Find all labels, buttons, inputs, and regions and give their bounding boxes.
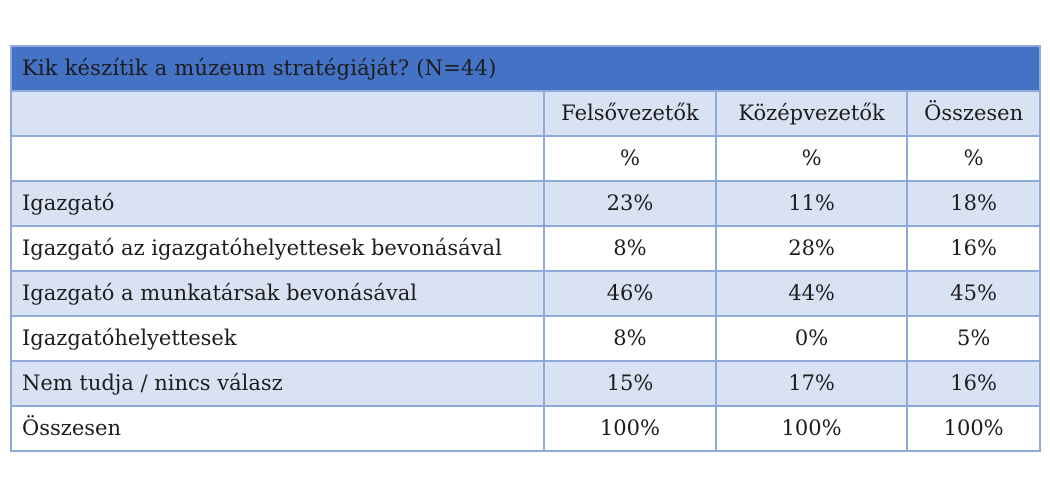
cell-value: 45% bbox=[906, 270, 1041, 317]
cell-value: 8% bbox=[543, 315, 717, 362]
unit-empty-cell bbox=[9, 135, 546, 182]
cell-value: 0% bbox=[714, 315, 909, 362]
survey-results-table: Kik készítik a múzeum stratégiáját? (N=4… bbox=[9, 45, 1041, 452]
cell-value: 100% bbox=[906, 405, 1041, 452]
table-row: Igazgatóhelyettesek 8% 0% 5% bbox=[9, 315, 1041, 362]
cell-value: 16% bbox=[906, 225, 1041, 272]
unit-cell: % bbox=[714, 135, 909, 182]
table-row: Nem tudja / nincs válasz 15% 17% 16% bbox=[9, 360, 1041, 407]
row-label: Igazgató az igazgatóhelyettesek bevonásá… bbox=[9, 225, 546, 272]
cell-value: 18% bbox=[906, 180, 1041, 227]
row-label: Nem tudja / nincs válasz bbox=[9, 360, 546, 407]
cell-value: 5% bbox=[906, 315, 1041, 362]
cell-value: 11% bbox=[714, 180, 909, 227]
column-header-felsovezetok: Felsővezetők bbox=[543, 90, 717, 137]
table-title: Kik készítik a múzeum stratégiáját? (N=4… bbox=[10, 45, 1041, 92]
table-header-row: Felsővezetők Középvezetők Összesen bbox=[9, 90, 1041, 137]
cell-value: 23% bbox=[543, 180, 717, 227]
cell-value: 17% bbox=[714, 360, 909, 407]
column-header-osszesen: Összesen bbox=[906, 90, 1041, 137]
table-row: Összesen 100% 100% 100% bbox=[9, 405, 1041, 452]
row-label: Összesen bbox=[9, 405, 546, 452]
row-label: Igazgató bbox=[9, 180, 546, 227]
cell-value: 8% bbox=[543, 225, 717, 272]
column-header-kozepvezetok: Középvezetők bbox=[714, 90, 909, 137]
table-row: Igazgató 23% 11% 18% bbox=[9, 180, 1041, 227]
table-row: Igazgató a munkatársak bevonásával 46% 4… bbox=[9, 270, 1041, 317]
table-row: Igazgató az igazgatóhelyettesek bevonásá… bbox=[9, 225, 1041, 272]
unit-cell: % bbox=[906, 135, 1041, 182]
cell-value: 100% bbox=[714, 405, 909, 452]
cell-value: 46% bbox=[543, 270, 717, 317]
header-empty-cell bbox=[9, 90, 546, 137]
table-title-row: Kik készítik a múzeum stratégiáját? (N=4… bbox=[10, 45, 1041, 92]
row-label: Igazgató a munkatársak bevonásával bbox=[9, 270, 546, 317]
row-label: Igazgatóhelyettesek bbox=[9, 315, 546, 362]
cell-value: 44% bbox=[714, 270, 909, 317]
cell-value: 15% bbox=[543, 360, 717, 407]
cell-value: 100% bbox=[543, 405, 717, 452]
unit-cell: % bbox=[543, 135, 717, 182]
cell-value: 28% bbox=[714, 225, 909, 272]
cell-value: 16% bbox=[906, 360, 1041, 407]
unit-row: % % % bbox=[9, 135, 1041, 182]
